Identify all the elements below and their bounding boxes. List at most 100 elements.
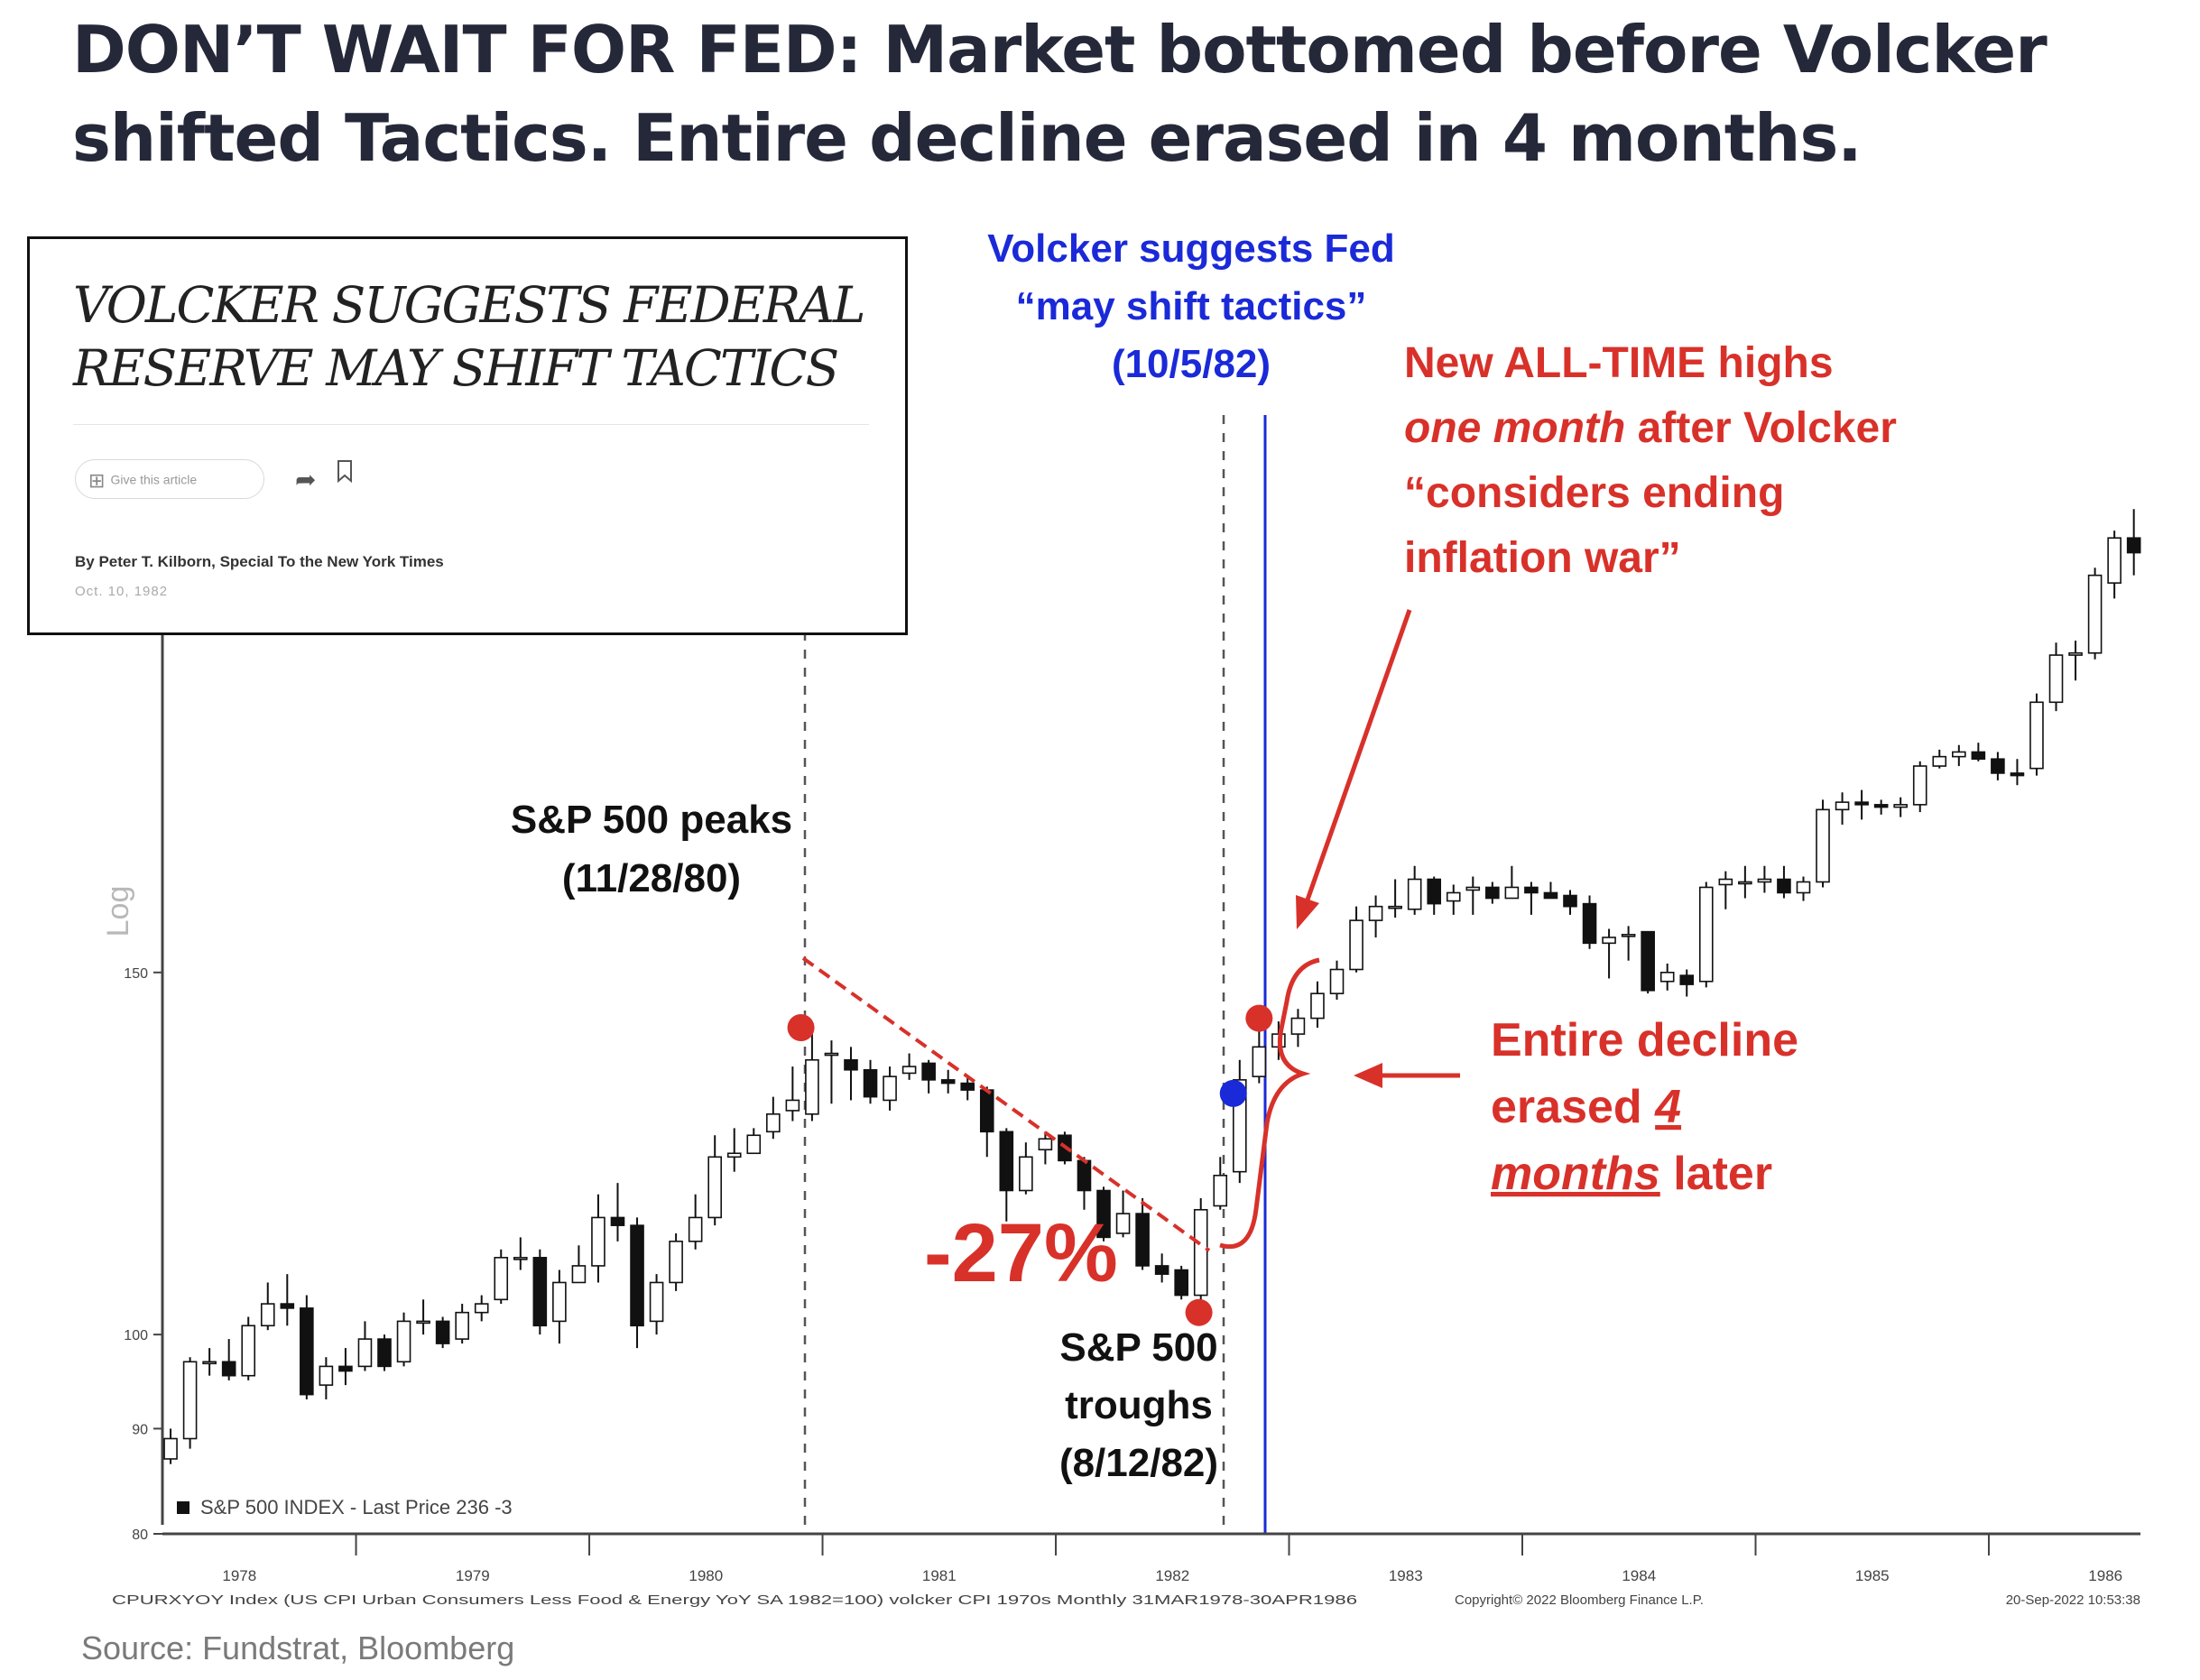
candle (1446, 884, 1461, 915)
x-tick-label: 1979 (456, 1567, 490, 1584)
gift-article-label: Give this article (110, 472, 198, 487)
candle-body (1038, 1138, 1053, 1151)
candle-body (1524, 886, 1539, 894)
candle (163, 1428, 178, 1464)
candle-body (785, 1099, 800, 1112)
markers (787, 1004, 1273, 1326)
candle-body (1154, 1265, 1169, 1275)
timestamp: 20-Sep-2022 10:53:38 (2006, 1592, 2140, 1608)
candle-body (1991, 758, 2005, 774)
candle (1524, 882, 1539, 915)
candle (1310, 981, 1325, 1029)
ath-arrow-head (1296, 895, 1319, 929)
candle (338, 1348, 353, 1386)
bookmark-icon[interactable] (337, 459, 353, 483)
series-note: CPURXYOY Index (US CPI Urban Consumers L… (112, 1592, 1357, 1608)
candle-body (1077, 1159, 1092, 1192)
candle (1174, 1265, 1188, 1300)
ath-label-line-3: “considers ending (1404, 469, 1784, 517)
candle (2010, 759, 2025, 786)
candle-body (2048, 654, 2064, 704)
candle-body (921, 1062, 936, 1081)
candle-body (1777, 878, 1791, 894)
erased-word: erased (1491, 1081, 1655, 1133)
candle-body (182, 1361, 198, 1440)
share-icon[interactable]: ➦ (295, 466, 317, 494)
candle (513, 1237, 528, 1270)
candle (1388, 879, 1402, 918)
candle-body (766, 1112, 781, 1133)
candle-body (726, 1152, 742, 1158)
gift-article-button[interactable]: ⊞ Give this article (75, 459, 264, 499)
candle (1349, 906, 1363, 973)
erased-months: months (1491, 1148, 1660, 1200)
peak-label-line-1: S&P 500 peaks (511, 798, 792, 842)
candle-body (1310, 992, 1325, 1020)
article-headline-line-2: RESERVE MAY SHIFT TACTICS (73, 339, 839, 397)
candle (1135, 1197, 1150, 1270)
candle (1252, 1030, 1267, 1084)
volcker-label-line-1: Volcker suggests Fed (987, 226, 1395, 271)
candle (1796, 876, 1811, 901)
candle-body (1290, 1017, 1306, 1035)
candle (300, 1295, 314, 1399)
candle (1563, 890, 1577, 915)
chart-annotations: S&P 500 peaks (11/28/80) Volcker suggest… (511, 226, 1897, 1485)
candle-body (1465, 886, 1481, 891)
candle (552, 1269, 567, 1344)
candle (357, 1321, 373, 1371)
candle-body (901, 1066, 917, 1075)
candle (1504, 865, 1520, 900)
ath-label-line-1: New ALL-TIME highs (1404, 339, 1834, 387)
candle (1991, 752, 2005, 780)
news-article-card: VOLCKER SUGGESTS FEDERAL RESERVE MAY SHI… (27, 236, 908, 635)
candle-body (999, 1131, 1014, 1192)
candle-body (1446, 891, 1461, 902)
candle (1777, 865, 1791, 899)
candle-body (1816, 808, 1830, 883)
title-line-2: shifted Tactics. Entire decline erased i… (72, 100, 1863, 176)
candle-body (1835, 801, 1850, 811)
candle-body (260, 1303, 275, 1327)
candle-body (610, 1216, 625, 1226)
erased-number: 4 (1654, 1081, 1681, 1133)
candle (1290, 1009, 1306, 1048)
candle-body (1543, 891, 1558, 900)
decline-dashed-line (801, 956, 1211, 1252)
candle (824, 1040, 839, 1104)
candle-body (688, 1216, 703, 1242)
candle-body (1641, 930, 1655, 992)
candle (649, 1274, 664, 1335)
candle (241, 1316, 256, 1380)
x-tick-label: 1985 (1855, 1567, 1890, 1584)
candle-body (844, 1058, 858, 1071)
peak-label-line-2: (11/28/80) (562, 856, 741, 900)
candle (1698, 882, 1714, 988)
candle-body (513, 1257, 528, 1260)
candle (1816, 799, 1830, 888)
candle-body (1174, 1269, 1188, 1297)
candle (1659, 963, 1675, 991)
candle (221, 1339, 236, 1380)
candle-body (1407, 878, 1422, 910)
candle-body (1135, 1213, 1150, 1267)
candle-body (1096, 1189, 1111, 1239)
page-title: DON’T WAIT FOR FED: Market bottomed befo… (72, 5, 2148, 182)
candle-body (883, 1075, 897, 1102)
candle-body (1621, 934, 1636, 937)
candle-body (863, 1068, 878, 1098)
y-axis-label: Log (101, 886, 135, 937)
candle-body (1679, 974, 1695, 985)
candle-body (1698, 886, 1714, 983)
candle-body (1757, 878, 1772, 883)
candle (416, 1299, 430, 1335)
candle (2126, 509, 2141, 576)
article-headline: VOLCKER SUGGESTS FEDERAL RESERVE MAY SHI… (73, 273, 885, 400)
candle-body (241, 1325, 256, 1377)
candle-body (940, 1079, 956, 1085)
x-tick-label: 1984 (1622, 1567, 1656, 1584)
candle (532, 1249, 548, 1335)
candle-body (416, 1320, 430, 1325)
candle-body (1349, 919, 1363, 971)
candle-body (280, 1303, 295, 1309)
